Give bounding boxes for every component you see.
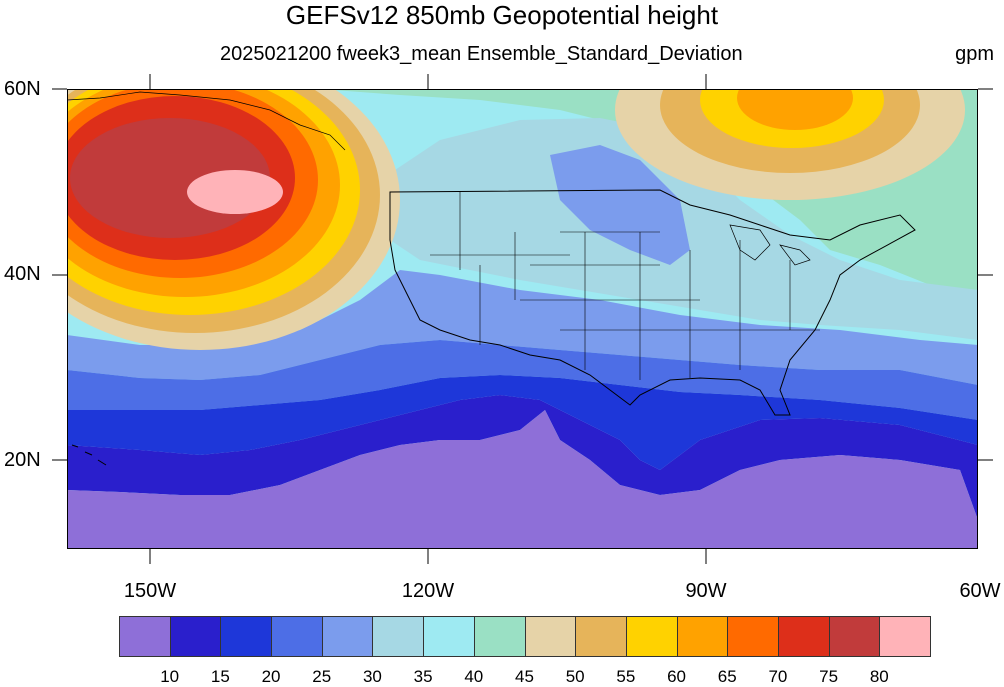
colorbar-swatch	[473, 616, 526, 657]
lat-label-20n: 20N	[4, 449, 41, 471]
colorbar-swatch	[423, 616, 475, 657]
lat-label-60n: 60N	[4, 78, 41, 100]
colorbar-swatch	[220, 616, 273, 657]
colorbar-swatch	[321, 616, 374, 657]
colorbar-label: 75	[819, 667, 839, 686]
alaska-coast	[67, 91, 346, 151]
colorbar-swatch	[676, 616, 729, 657]
contour-60-65-atlantic	[737, 89, 853, 130]
contour-below-10	[67, 410, 978, 549]
colorbar-swatch	[828, 616, 881, 657]
contour-10-15-band	[67, 395, 978, 520]
colorbar-label: 55	[616, 667, 636, 686]
hawaii-islands	[71, 444, 107, 466]
state-lines	[430, 192, 820, 380]
map-frame	[67, 89, 978, 549]
colorbar-swatch	[727, 616, 779, 657]
us-outline	[389, 189, 916, 416]
colorbar-label: 25	[312, 667, 332, 686]
lon-label-90w: 90W	[685, 580, 727, 602]
plot-title: GEFSv12 850mb Geopotential height	[285, 0, 719, 30]
colorbar-swatch	[372, 616, 425, 657]
colorbar-label: 70	[768, 667, 788, 686]
colorbar-label: 40	[464, 667, 484, 686]
colorbar-label: 60	[667, 667, 687, 686]
contour-25-30-band	[67, 270, 978, 385]
lon-label-60w: 60W	[959, 580, 1001, 602]
contour-15-20-band	[67, 375, 978, 470]
colorbar-swatch	[169, 616, 222, 657]
colorbar-label: 65	[717, 667, 737, 686]
lat-label-40n: 40N	[4, 263, 41, 285]
great-lakes	[729, 224, 811, 266]
ticks	[52, 74, 993, 564]
colorbar-swatch	[777, 616, 830, 657]
colorbar-label: 50	[565, 667, 585, 686]
contour-above-80-pacific	[187, 170, 283, 214]
colorbar-label: 35	[413, 667, 433, 686]
colorbar-label: 10	[160, 667, 180, 686]
colorbar-label: 30	[362, 667, 382, 686]
units-label: gpm	[955, 43, 994, 65]
colorbar-swatch	[524, 616, 577, 657]
contour-20-25-band	[67, 340, 978, 420]
colorbar-label: 45	[515, 667, 534, 686]
lon-label-150w: 150W	[123, 580, 177, 602]
lon-label-120w: 120W	[401, 580, 455, 602]
colorbar-swatch	[575, 616, 627, 657]
colorbar-swatch	[271, 616, 323, 657]
colorbar-swatch	[625, 616, 678, 657]
colorbar-label: 80	[869, 667, 889, 686]
colorbar-label: 20	[261, 667, 281, 686]
colorbar-swatch	[879, 616, 931, 657]
plot-subtitle: 2025021200 fweek3_mean Ensemble_Standard…	[220, 43, 743, 65]
contour-25-30-blob	[550, 145, 690, 265]
colorbar-swatch	[119, 616, 171, 657]
colorbar-label: 15	[210, 667, 230, 686]
